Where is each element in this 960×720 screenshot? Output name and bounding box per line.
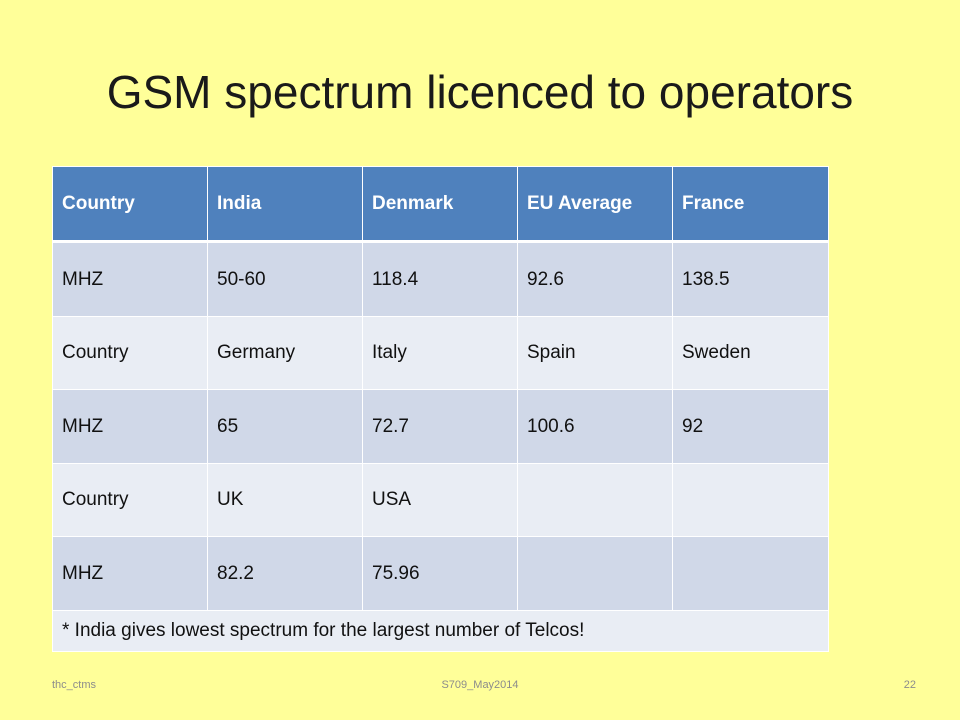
slide-title: GSM spectrum licenced to operators bbox=[106, 66, 854, 118]
table-row: MHZ 65 72.7 100.6 92 bbox=[52, 389, 829, 464]
table-row: Country Germany Italy Spain Sweden bbox=[52, 316, 829, 390]
header-cell-denmark: Denmark bbox=[362, 166, 518, 243]
table-cell: 118.4 bbox=[362, 241, 518, 317]
table-cell: USA bbox=[362, 463, 518, 537]
table-cell: 92 bbox=[672, 389, 829, 464]
table-cell bbox=[672, 463, 829, 537]
table-cell: 82.2 bbox=[207, 536, 363, 611]
table-cell bbox=[517, 463, 673, 537]
table-cell: Country bbox=[52, 463, 208, 537]
table-cell bbox=[672, 536, 829, 611]
header-cell-country: Country bbox=[52, 166, 208, 243]
table-cell: Sweden bbox=[672, 316, 829, 390]
table-cell: 75.96 bbox=[362, 536, 518, 611]
header-cell-india: India bbox=[207, 166, 363, 243]
table-row: Country UK USA bbox=[52, 463, 829, 537]
table-row: MHZ 82.2 75.96 bbox=[52, 536, 829, 611]
table-header-row: Country India Denmark EU Average France bbox=[52, 166, 829, 243]
table-cell: Italy bbox=[362, 316, 518, 390]
table-row: MHZ 50-60 118.4 92.6 138.5 bbox=[52, 241, 829, 317]
table-cell: 138.5 bbox=[672, 241, 829, 317]
table-cell: Spain bbox=[517, 316, 673, 390]
table-cell: Germany bbox=[207, 316, 363, 390]
table-note: * India gives lowest spectrum for the la… bbox=[52, 610, 829, 652]
table-cell bbox=[517, 536, 673, 611]
table-note-row: * India gives lowest spectrum for the la… bbox=[52, 610, 829, 652]
table-cell: MHZ bbox=[52, 536, 208, 611]
table-cell: 65 bbox=[207, 389, 363, 464]
spectrum-table: Country India Denmark EU Average France … bbox=[52, 166, 829, 652]
footer-left-text: thc_ctms bbox=[52, 679, 97, 691]
table-cell: UK bbox=[207, 463, 363, 537]
page-number: 22 bbox=[903, 679, 916, 691]
table-cell: MHZ bbox=[52, 389, 208, 464]
table-cell: Country bbox=[52, 316, 208, 390]
footer-center-text: S709_May2014 bbox=[441, 679, 519, 691]
table-cell: 50-60 bbox=[207, 241, 363, 317]
table-cell: MHZ bbox=[52, 241, 208, 317]
header-cell-eu-average: EU Average bbox=[517, 166, 673, 243]
header-cell-france: France bbox=[672, 166, 829, 243]
table-cell: 92.6 bbox=[517, 241, 673, 317]
table-cell: 100.6 bbox=[517, 389, 673, 464]
table-cell: 72.7 bbox=[362, 389, 518, 464]
